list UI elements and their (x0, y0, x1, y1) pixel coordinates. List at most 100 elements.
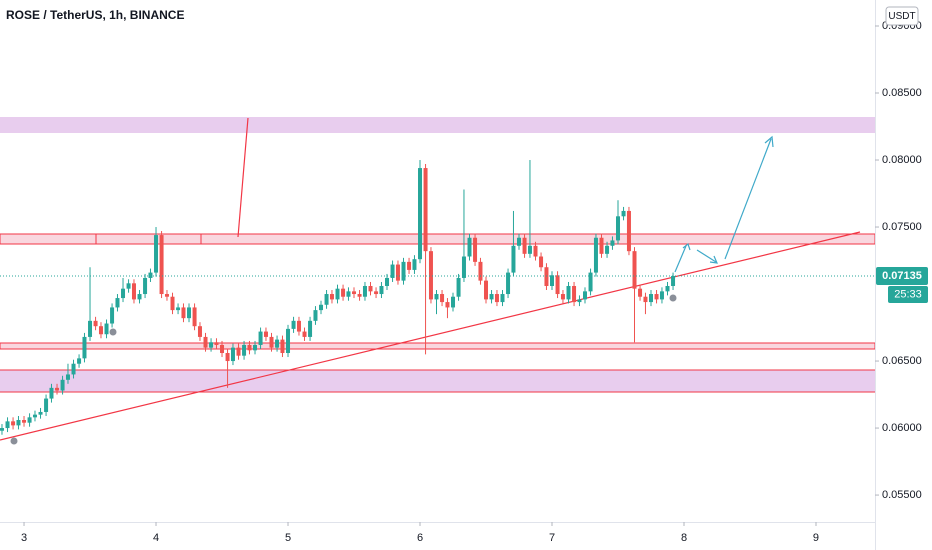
candle-body (599, 237, 604, 254)
candle-body (418, 168, 423, 260)
candle-body (247, 344, 252, 351)
candle-body (110, 307, 115, 324)
candle-body (154, 235, 159, 273)
overlay (10, 135, 774, 445)
candle-body (197, 326, 202, 337)
red-connector (237, 117, 249, 238)
chart-title: ROSE / TetherUS, 1h, BINANCE (6, 8, 184, 22)
candle-body (423, 168, 428, 252)
candle-body (220, 344, 225, 354)
candle-body (434, 294, 439, 300)
candle-body (302, 331, 307, 337)
candle-body (500, 294, 505, 303)
candle-body (665, 285, 670, 292)
countdown-label: 25:33 (894, 288, 922, 300)
candle-body (407, 261, 412, 270)
arrow-head (682, 242, 691, 251)
candle-body (572, 285, 577, 303)
candle-body (143, 277, 148, 295)
candle-body (401, 261, 406, 281)
candle-body (671, 275, 676, 286)
candle-body (164, 294, 169, 297)
candle-body (638, 288, 643, 297)
currency-label[interactable]: USDT (888, 11, 915, 22)
y-tick-label: 0.08500 (882, 87, 922, 99)
candle-body (242, 344, 247, 356)
candle-body (484, 280, 489, 300)
candle-body (379, 285, 384, 295)
candle-body (544, 267, 549, 286)
candle-body (352, 291, 357, 295)
candle-body (527, 245, 532, 254)
candle-body (55, 387, 60, 391)
x-tick-label: 7 (549, 532, 555, 544)
candle-body (385, 277, 390, 286)
candle-body (550, 275, 555, 286)
x-tick-label: 3 (21, 532, 27, 544)
candle-body (357, 294, 362, 297)
candle-body (192, 307, 197, 327)
drawings (0, 117, 876, 441)
x-tick-label: 5 (285, 532, 291, 544)
candle-body (296, 320, 301, 332)
candle-body (93, 320, 98, 327)
candle-body (275, 339, 280, 348)
candle-body (588, 272, 593, 292)
candle-body (77, 358, 82, 364)
candle-body (506, 272, 511, 295)
candle-body (115, 298, 120, 308)
candle-body (131, 283, 136, 300)
candle-body (38, 411, 43, 415)
candle-body (659, 291, 664, 300)
x-tick-label: 8 (681, 532, 687, 544)
candle-body (654, 294, 659, 300)
candle-body (445, 302, 450, 308)
candle-body (517, 237, 522, 246)
candle-body (368, 285, 373, 292)
candle-body (16, 420, 21, 426)
candle-body (44, 398, 49, 412)
candle-body (148, 272, 153, 278)
candle-body (390, 264, 395, 278)
candle-body (605, 245, 610, 254)
candle-body (104, 323, 109, 335)
support-band (0, 342, 876, 350)
candle-body (539, 256, 544, 268)
candle-body (263, 331, 268, 337)
candle-body (286, 328, 291, 354)
marker-dot (109, 328, 117, 336)
axes: 0.05500 0.06000 0.06500 0.07500 0.08000 0.085… (21, 20, 928, 544)
candle-body (522, 237, 527, 254)
candle-body (560, 294, 565, 300)
candle-body (362, 285, 367, 297)
candle-body (577, 299, 582, 303)
candle-body (395, 264, 400, 281)
currency-button[interactable] (885, 6, 919, 26)
candle-body (346, 291, 351, 297)
candle-body (187, 307, 192, 319)
candle-body (583, 291, 588, 300)
y-tick-label: 0.06500 (882, 355, 922, 367)
candle-body (456, 277, 461, 297)
candle-body (60, 379, 65, 391)
resistance-band (0, 233, 876, 245)
candle-body (478, 261, 483, 281)
candles (0, 160, 875, 435)
candle-body (489, 294, 494, 300)
y-tick-label: 0.08000 (882, 154, 922, 166)
candle-body (566, 285, 571, 300)
candle-body (461, 256, 466, 278)
candle-body (65, 374, 70, 380)
candle-body (0, 428, 4, 431)
candle-body (467, 237, 472, 257)
candle-body (170, 296, 175, 311)
candle-body (159, 235, 164, 295)
candle-body (203, 336, 208, 348)
candle-body (616, 216, 621, 241)
trendline (0, 231, 861, 441)
last-price-box (876, 266, 928, 285)
candle-body (71, 363, 76, 375)
candle-body (269, 336, 274, 348)
candle-body (593, 237, 598, 273)
